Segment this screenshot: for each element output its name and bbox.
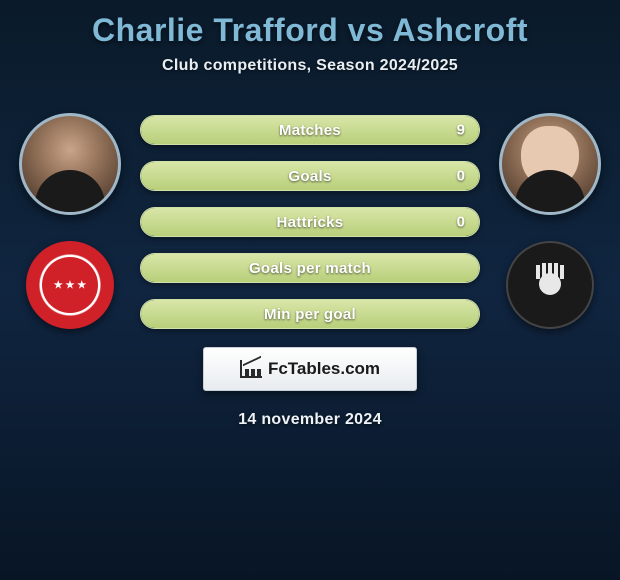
page-subtitle: Club competitions, Season 2024/2025 [0,57,620,103]
stat-bar-goals-per-match: Goals per match [140,253,480,283]
right-column [498,103,602,329]
stat-label: Hattricks [277,214,344,231]
page-title: Charlie Trafford vs Ashcroft [0,8,620,57]
left-column: ★ ★ ★ [18,103,122,329]
stat-label: Matches [279,122,341,139]
club-badge-left: ★ ★ ★ [26,241,114,329]
player-avatar-left [19,113,121,215]
date-line: 14 november 2024 [0,391,620,429]
stats-column: Matches 9 Goals 0 Hattricks 0 Goals per … [140,103,480,329]
thistle-icon [532,267,568,303]
club-badge-left-inner: ★ ★ ★ [42,257,98,313]
stat-label: Goals per match [249,260,371,277]
brand-text: FcTables.com [268,359,380,379]
player-avatar-right [499,113,601,215]
stat-bar-min-per-goal: Min per goal [140,299,480,329]
stat-label: Min per goal [264,306,356,323]
brand-box[interactable]: FcTables.com [203,347,417,391]
stat-bar-matches: Matches 9 [140,115,480,145]
stat-value: 0 [457,214,465,231]
bar-chart-icon [240,360,262,378]
club-badge-right [506,241,594,329]
stat-bar-hattricks: Hattricks 0 [140,207,480,237]
body-row: ★ ★ ★ Matches 9 Goals 0 Hattricks 0 Goal… [0,103,620,329]
stat-value: 0 [457,168,465,185]
stat-label: Goals [288,168,331,185]
stat-bar-goals: Goals 0 [140,161,480,191]
comparison-card: Charlie Trafford vs Ashcroft Club compet… [0,0,620,429]
stat-value: 9 [457,122,465,139]
